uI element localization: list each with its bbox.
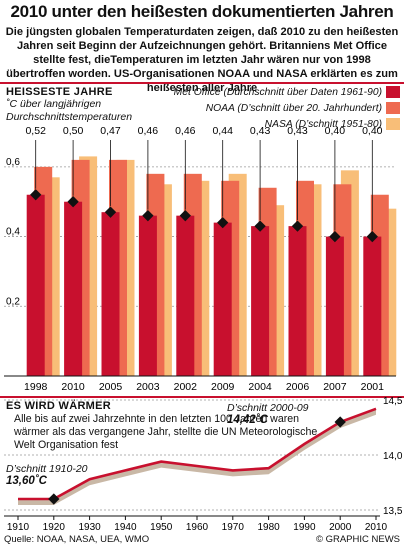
annotation-recent-average: D’schnitt 2000-09 14,42˚C bbox=[227, 402, 309, 426]
line-chart: 13,5 14,0 14,5 1910 1920 1930 1940 1950 1960 1970… bbox=[4, 396, 403, 533]
data-point-marker bbox=[142, 210, 154, 222]
data-point-marker bbox=[48, 493, 60, 505]
bar bbox=[363, 236, 382, 376]
intro-text: Die jüngsten globalen Temperaturdaten ze… bbox=[5, 26, 399, 94]
source-credit: Quelle: NOAA, NASA, UEA, WMO bbox=[4, 534, 150, 545]
annotation-value: 13,60˚C bbox=[6, 475, 47, 487]
y-tick-label: 14,0 bbox=[383, 451, 403, 462]
y-tick-label: 14,5 bbox=[383, 396, 403, 407]
data-label: 0,46 bbox=[175, 125, 196, 137]
chart2-title: Es wird wärmer bbox=[6, 400, 112, 412]
footer: Quelle: NOAA, NASA, UEA, WMO © GRAPHIC N… bbox=[0, 533, 404, 547]
legend-item-nasa: NASA (D’schnitt 1951-80) bbox=[174, 116, 400, 132]
legend-swatch bbox=[386, 86, 400, 98]
x-tick-label: 2006 bbox=[286, 381, 310, 393]
chart2-description: Alle bis auf zwei Jahrzehnte in den letz… bbox=[14, 413, 318, 451]
x-tick-label: 2007 bbox=[323, 381, 347, 393]
bar bbox=[288, 226, 307, 376]
x-tick-label: 1970 bbox=[222, 522, 245, 533]
legend-item-noaa: NOAA (D’schnitt über 20. Jahrhundert) bbox=[174, 100, 400, 116]
divider bbox=[0, 82, 404, 84]
legend-label: NOAA (D’schnitt über 20. Jahrhundert) bbox=[205, 102, 382, 114]
x-tick-label: 1940 bbox=[114, 522, 137, 533]
bar bbox=[176, 215, 195, 376]
brand-credit: © GRAPHIC NEWS bbox=[315, 534, 400, 545]
annotation-value: 14,42˚C bbox=[227, 414, 268, 426]
x-tick-label: 2010 bbox=[61, 381, 85, 393]
bar bbox=[26, 194, 45, 376]
data-label: 0,43 bbox=[250, 125, 271, 137]
chart1-unit-label: ˚C über langjährigen Durchschnittstemper… bbox=[6, 98, 133, 123]
data-point-marker bbox=[104, 206, 117, 218]
x-tick-label: 2005 bbox=[99, 381, 123, 393]
x-tick-label: 1998 bbox=[24, 381, 48, 393]
x-tick-label: 1910 bbox=[7, 522, 30, 533]
x-tick-label: 1920 bbox=[43, 522, 66, 533]
data-label: 0,44 bbox=[212, 125, 233, 137]
bar bbox=[325, 236, 344, 376]
data-label: 0,46 bbox=[138, 125, 159, 137]
x-tick-label: 2002 bbox=[174, 381, 198, 393]
legend: Met Office (Durchschnitt über Daten 1961… bbox=[174, 84, 400, 132]
bar bbox=[251, 226, 270, 376]
bar bbox=[213, 222, 232, 376]
x-tick-label: 1980 bbox=[257, 522, 280, 533]
annotation-label: D’schnitt 2000-09 bbox=[227, 402, 309, 414]
chart1-title: Heisseste Jahre bbox=[6, 86, 113, 98]
x-tick-label: 1960 bbox=[186, 522, 209, 533]
trend-line bbox=[18, 407, 377, 501]
data-label: 0,47 bbox=[100, 125, 121, 137]
annotation-label: D’schnitt 1910-20 bbox=[6, 463, 88, 475]
legend-swatch bbox=[386, 102, 400, 114]
x-tick-label: 2001 bbox=[361, 381, 385, 393]
x-tick-label: 2003 bbox=[136, 381, 160, 393]
bar-chart: 0,2 0,4 0,6 0,52 1998 0,50 2010 0,47 2005 0,46 200… bbox=[4, 125, 397, 393]
x-tick-label: 2010 bbox=[365, 522, 388, 533]
y-tick-label: 0,4 bbox=[6, 227, 20, 238]
x-tick-label: 1950 bbox=[150, 522, 173, 533]
bar bbox=[138, 215, 157, 376]
annotation-early-average: D’schnitt 1910-20 13,60˚C bbox=[6, 463, 88, 487]
x-tick-label: 2004 bbox=[248, 381, 272, 393]
legend-label: NASA (D’schnitt 1951-80) bbox=[264, 118, 382, 130]
data-point-marker bbox=[179, 210, 191, 222]
data-label: 0,50 bbox=[63, 125, 84, 137]
bar bbox=[64, 201, 83, 376]
y-tick-label: 0,2 bbox=[6, 296, 20, 307]
bar bbox=[101, 212, 120, 376]
divider bbox=[0, 396, 404, 398]
x-tick-label: 1990 bbox=[293, 522, 316, 533]
legend-swatch bbox=[386, 118, 400, 130]
data-label: 0,40 bbox=[362, 125, 383, 137]
y-tick-label: 0,6 bbox=[6, 157, 20, 168]
data-label: 0,43 bbox=[287, 125, 308, 137]
data-point-marker bbox=[67, 196, 79, 208]
x-tick-label: 1930 bbox=[78, 522, 101, 533]
data-label: 0,52 bbox=[25, 125, 46, 137]
x-tick-label: 2009 bbox=[211, 381, 235, 393]
legend-label: Met Office (Durchschnitt über Daten 1961… bbox=[173, 86, 382, 98]
data-label: 0,40 bbox=[325, 125, 346, 137]
y-tick-label: 13,5 bbox=[383, 506, 403, 517]
x-tick-label: 2000 bbox=[329, 522, 352, 533]
page-title: 2010 unter den heißesten dokumentierten … bbox=[10, 2, 394, 21]
legend-item-met-office: Met Office (Durchschnitt über Daten 1961… bbox=[174, 84, 400, 100]
